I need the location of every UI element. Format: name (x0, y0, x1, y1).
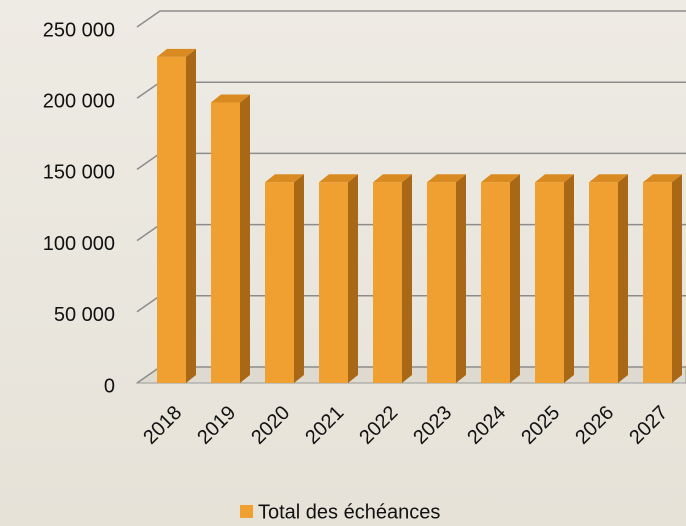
bar (589, 182, 618, 383)
bar-top (211, 94, 250, 103)
bar-side (186, 48, 196, 384)
x-tick-label: 2025 (517, 402, 564, 449)
x-tick-label: 2021 (301, 402, 348, 449)
bar (643, 182, 672, 383)
bar-top (535, 174, 574, 183)
legend-label: Total des échéances (258, 501, 440, 523)
y-tick-label: 200 000 (43, 90, 115, 112)
y-tick-label: 50 000 (54, 304, 115, 326)
bar (157, 56, 186, 384)
bar (265, 182, 294, 383)
bar-side (456, 174, 466, 383)
x-tick-label: 2026 (571, 402, 618, 449)
bar-top (157, 48, 196, 57)
bar-top (481, 174, 520, 183)
bar-top (265, 174, 304, 183)
bar-top (427, 174, 466, 183)
grid-line (136, 10, 686, 28)
bar (427, 182, 456, 383)
bar (481, 182, 510, 383)
bar-top (643, 174, 682, 183)
x-tick-label: 2023 (409, 402, 456, 449)
y-tick-label: 150 000 (43, 162, 115, 184)
x-tick-label: 2024 (463, 402, 510, 449)
y-tick-label: 250 000 (43, 19, 115, 41)
x-tick-label: 2018 (139, 402, 186, 449)
bar-side (240, 94, 250, 384)
bar (319, 182, 348, 383)
bar-side (564, 174, 574, 383)
bar-side (294, 174, 304, 383)
bar-side (672, 174, 682, 383)
bar-top (319, 174, 358, 183)
y-tick-label: 0 (104, 375, 115, 397)
bar-side (618, 174, 628, 383)
bar (211, 102, 240, 384)
x-tick-label: 2027 (625, 402, 672, 449)
bar-top (373, 174, 412, 183)
bar-side (510, 174, 520, 383)
x-tick-label: 2022 (355, 402, 402, 449)
bar (535, 182, 564, 383)
bar-side (348, 174, 358, 383)
x-tick-label: 2020 (247, 402, 294, 449)
x-tick-label: 2019 (193, 402, 240, 449)
bar (373, 182, 402, 383)
bar-side (402, 174, 412, 383)
bar-top (589, 174, 628, 183)
y-tick-label: 100 000 (43, 233, 115, 255)
legend-swatch (240, 505, 253, 518)
